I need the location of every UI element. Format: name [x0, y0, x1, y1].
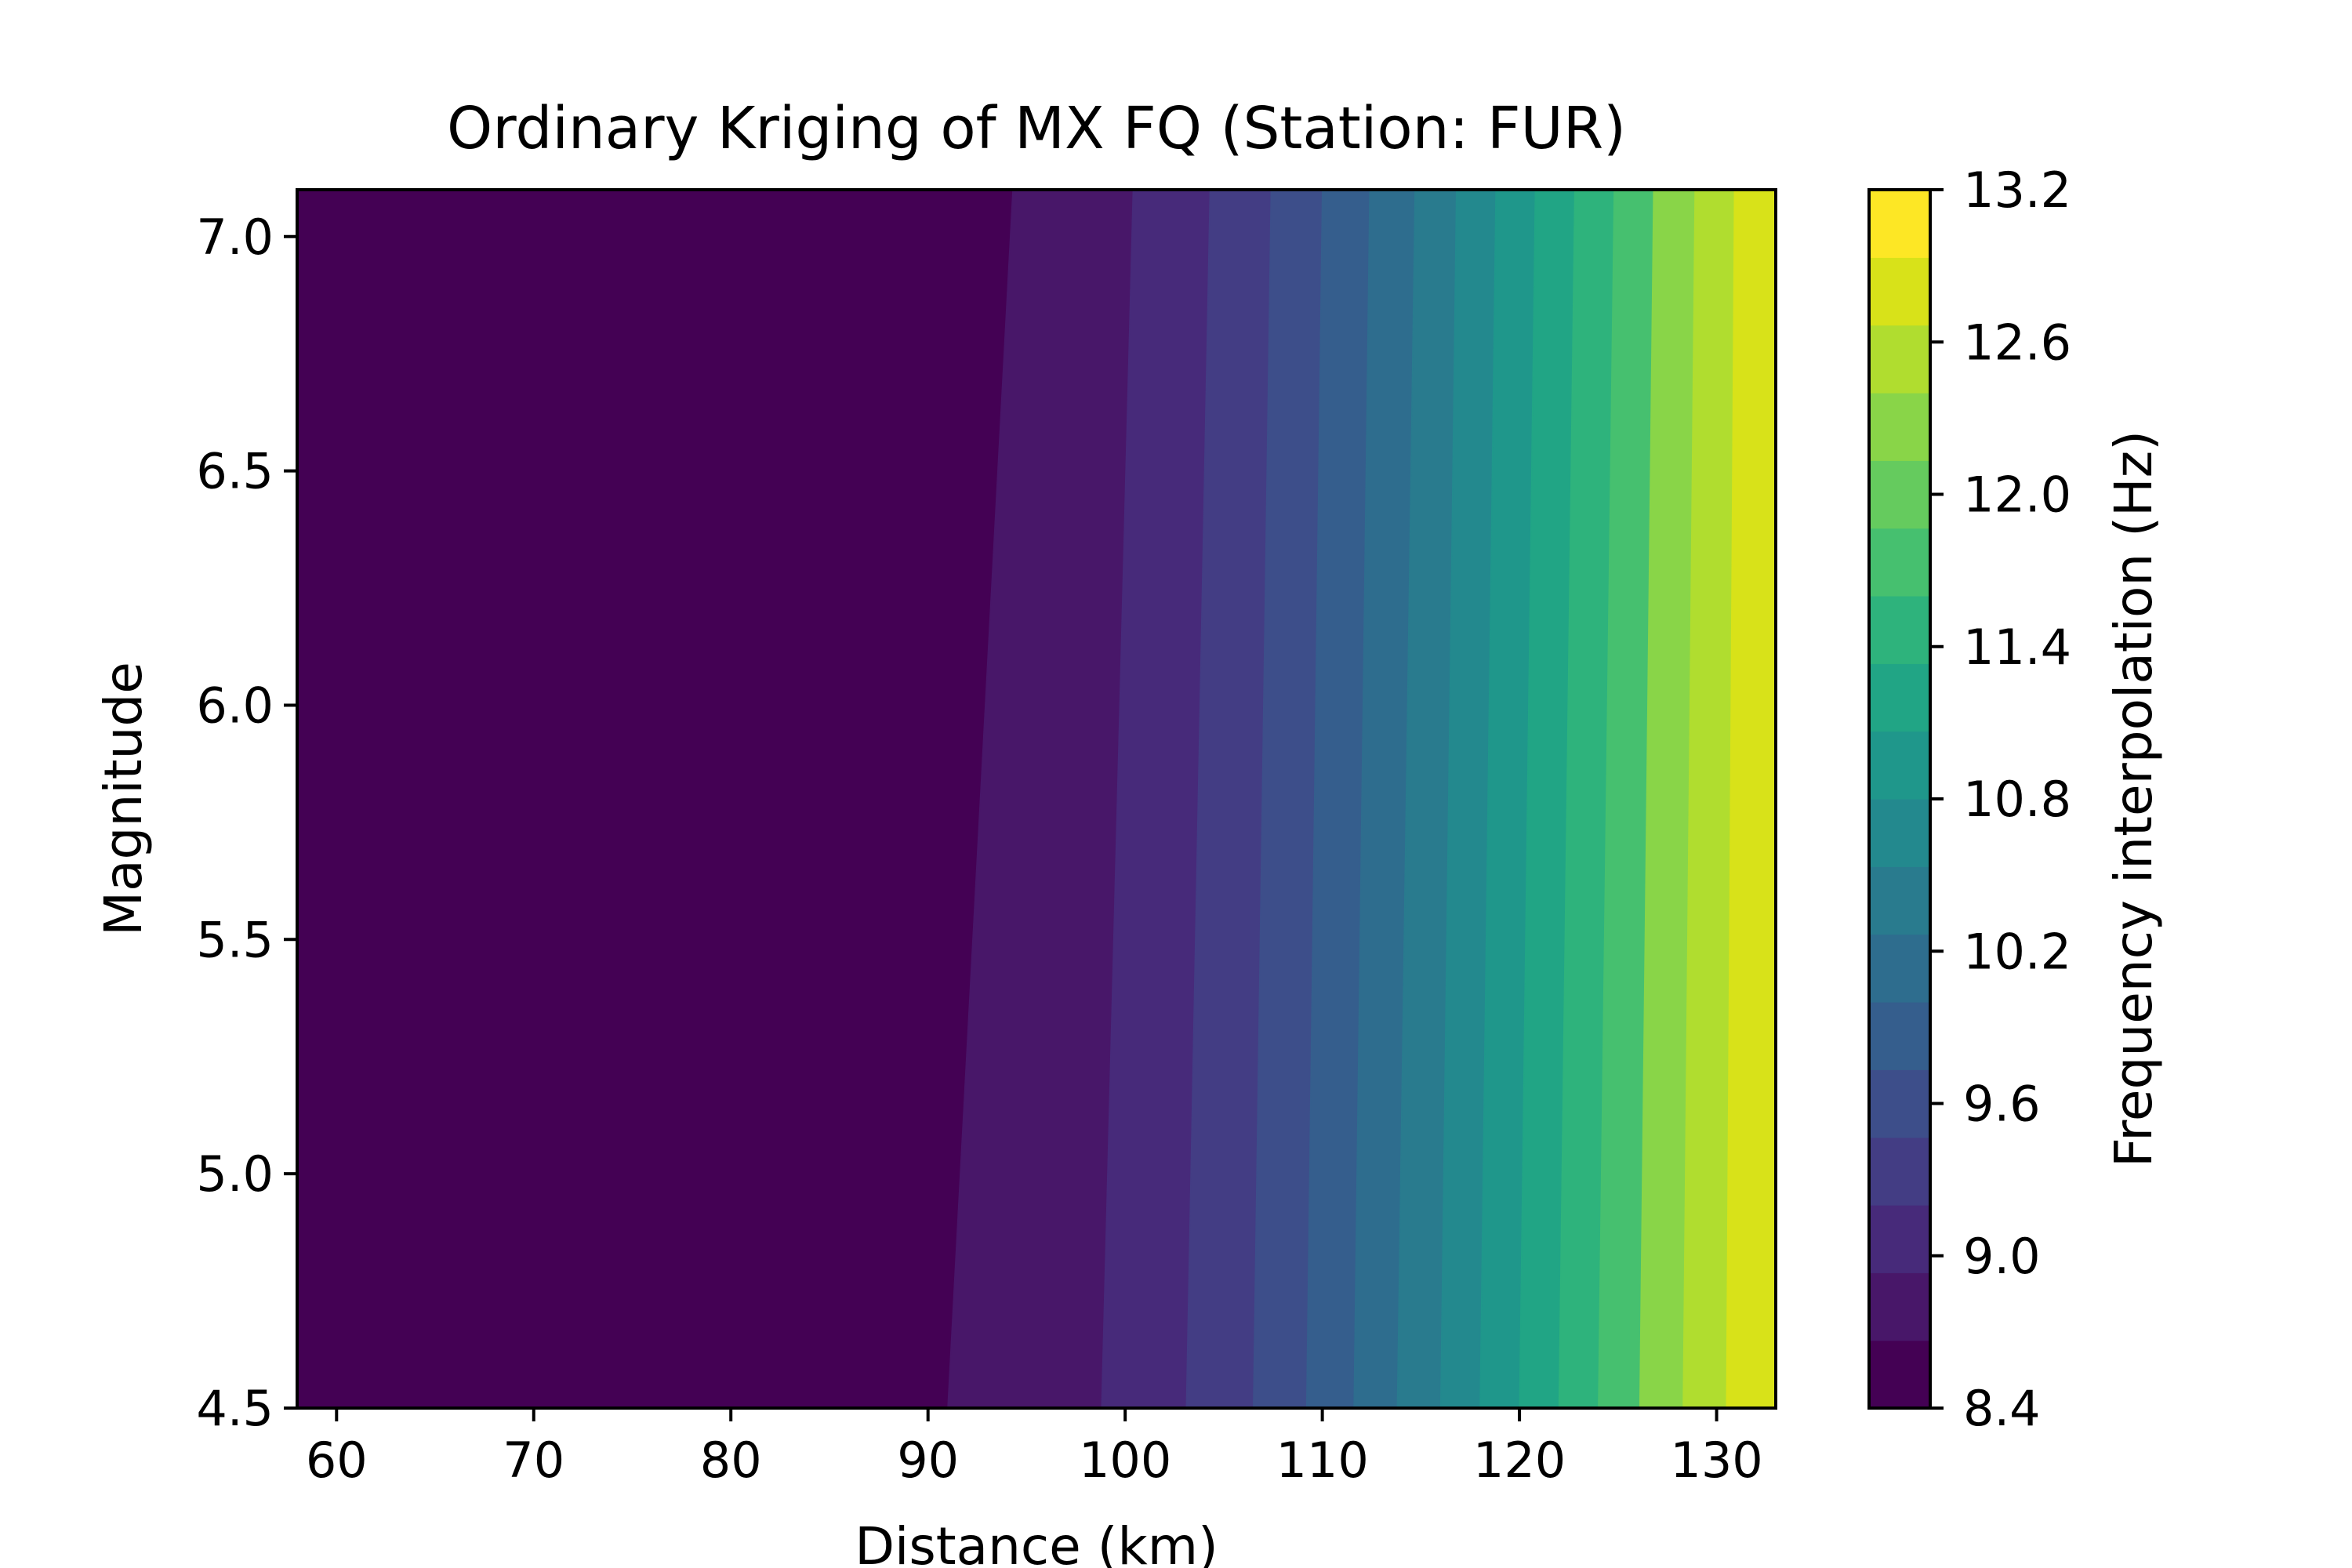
colorbar-tick-label: 8.4	[1963, 1380, 2041, 1437]
colorbar-tick-label: 12.6	[1963, 314, 2071, 371]
x-tick-label: 70	[503, 1432, 564, 1489]
y-tick-label: 5.5	[196, 911, 274, 968]
y-axis-label: Magnitude	[93, 662, 154, 936]
colorbar-segment	[1869, 1137, 1930, 1206]
y-tick-label: 6.5	[196, 443, 274, 500]
colorbar-segment	[1869, 866, 1930, 935]
x-axis: 60 70 80 90 100 110 120 130	[306, 1408, 1763, 1489]
colorbar-tick-label: 10.2	[1963, 923, 2071, 980]
colorbar-segment	[1869, 1340, 1930, 1409]
colorbar-segment	[1869, 1205, 1930, 1273]
colorbar-segment	[1869, 325, 1930, 394]
colorbar-segment	[1869, 1272, 1930, 1341]
colorbar-segment	[1869, 596, 1930, 664]
colorbar-segment	[1869, 663, 1930, 732]
colorbar-tick-label: 12.0	[1963, 466, 2071, 524]
colorbar-tick-label: 11.4	[1963, 619, 2071, 676]
x-tick-label: 130	[1670, 1432, 1762, 1489]
contour-band	[1726, 189, 1777, 1409]
y-axis: 4.5 5.0 5.5 6.0 6.5 7.0	[196, 209, 297, 1437]
colorbar-label: Frequency interpolation (Hz)	[2103, 430, 2164, 1167]
x-tick-label: 80	[700, 1432, 762, 1489]
colorbar-segment	[1869, 190, 1930, 258]
colorbar-tick-label: 9.0	[1963, 1228, 2041, 1285]
y-tick-label: 4.5	[196, 1380, 274, 1437]
plot-area	[296, 189, 1777, 1409]
colorbar-tick-label: 9.6	[1963, 1076, 2041, 1133]
colorbar-segment	[1869, 1069, 1930, 1138]
colorbar-segment	[1869, 934, 1930, 1003]
colorbar-segment	[1869, 460, 1930, 529]
x-axis-label: Distance (km)	[855, 1516, 1218, 1568]
y-tick-label: 5.0	[196, 1145, 274, 1203]
colorbar-segment	[1869, 528, 1930, 597]
colorbar-segment	[1869, 257, 1930, 326]
colorbar-segment	[1869, 731, 1930, 800]
y-tick-label: 6.0	[196, 677, 274, 734]
chart-title: Ordinary Kriging of MX FQ (Station: FUR)	[447, 95, 1626, 162]
colorbar-segment	[1869, 799, 1930, 867]
colorbar-tick-label: 13.2	[1963, 162, 2071, 219]
contour-band	[296, 189, 1014, 1409]
x-tick-label: 100	[1079, 1432, 1171, 1489]
x-tick-label: 110	[1276, 1432, 1368, 1489]
x-tick-label: 60	[306, 1432, 368, 1489]
colorbar-segment	[1869, 1002, 1930, 1070]
colorbar-segment	[1869, 393, 1930, 461]
y-tick-label: 7.0	[196, 209, 274, 266]
colorbar-tick-label: 10.8	[1963, 771, 2071, 828]
plot-frame	[296, 188, 1777, 1410]
x-tick-label: 120	[1473, 1432, 1566, 1489]
colorbar: 8.4 9.0 9.6 10.2 10.8 11.4 12.0 12.6 13.2	[1867, 162, 2071, 1437]
x-tick-label: 90	[897, 1432, 959, 1489]
